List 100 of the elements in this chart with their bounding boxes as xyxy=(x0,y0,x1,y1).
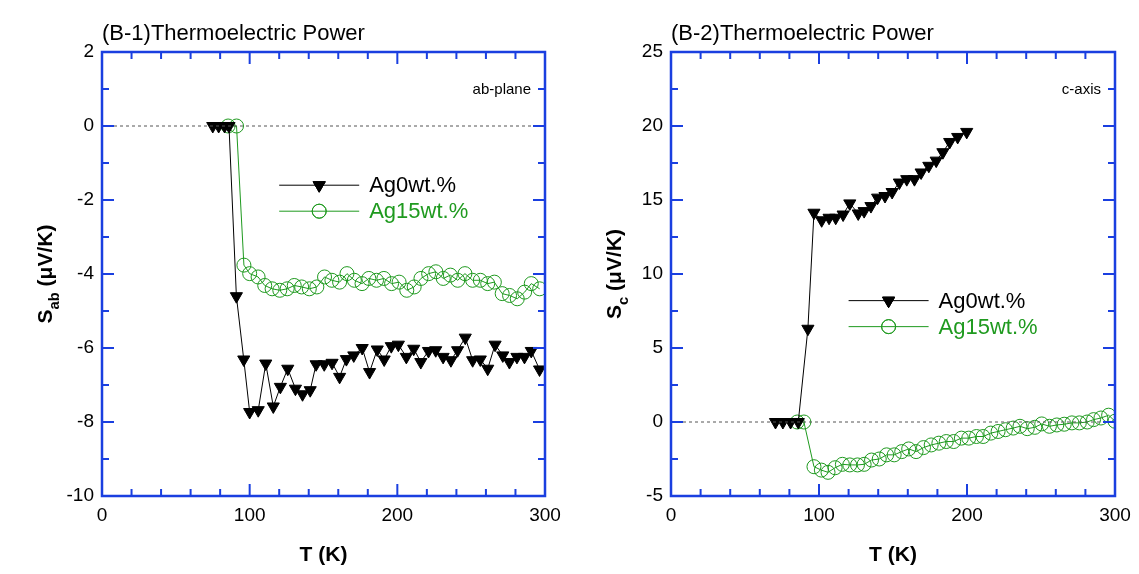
point xyxy=(281,364,295,377)
point xyxy=(1019,421,1035,437)
point xyxy=(894,444,910,460)
point xyxy=(399,282,415,298)
point xyxy=(333,372,347,385)
point xyxy=(354,276,370,292)
point xyxy=(1101,407,1115,423)
point xyxy=(943,137,957,150)
point xyxy=(257,277,273,293)
point xyxy=(901,441,917,457)
point xyxy=(251,406,265,418)
point xyxy=(820,464,836,480)
point xyxy=(237,355,251,367)
legend-label: Ag15wt.% xyxy=(938,313,1038,339)
point xyxy=(242,266,258,282)
point xyxy=(843,199,857,211)
y-axis-title: Sab (μV/K) xyxy=(33,224,63,324)
point xyxy=(1079,414,1095,430)
annotation: c-axis xyxy=(1061,79,1101,97)
point xyxy=(324,272,340,288)
point xyxy=(517,352,532,365)
point xyxy=(451,346,465,358)
point xyxy=(295,390,310,402)
point xyxy=(864,452,880,468)
point xyxy=(355,344,369,356)
legend-label: Ag0wt.% xyxy=(938,287,1026,313)
point xyxy=(346,272,362,288)
point xyxy=(250,269,266,285)
annotation: ab-plane xyxy=(472,79,531,97)
point xyxy=(413,270,429,286)
point xyxy=(301,281,317,297)
point xyxy=(1034,416,1050,432)
point xyxy=(961,430,977,446)
point xyxy=(384,276,400,292)
point xyxy=(406,279,422,295)
point xyxy=(806,459,822,475)
y-tick-label: -4 xyxy=(77,262,95,284)
point xyxy=(983,425,999,441)
y-tick-label: 15 xyxy=(641,188,663,210)
point xyxy=(436,352,450,365)
point xyxy=(871,451,887,467)
point xyxy=(347,351,361,363)
point xyxy=(399,352,413,365)
point xyxy=(523,276,539,292)
point xyxy=(494,286,510,302)
point xyxy=(376,270,392,286)
point xyxy=(377,355,391,367)
y-tick-label: 2 xyxy=(83,40,94,62)
point xyxy=(813,462,829,478)
point xyxy=(849,457,865,473)
point xyxy=(486,274,502,290)
point xyxy=(229,292,243,304)
y-axis-title: Sc (μV/K) xyxy=(602,229,632,319)
point xyxy=(1086,412,1102,428)
y-tick-label: 25 xyxy=(641,40,663,62)
point xyxy=(938,434,954,450)
point xyxy=(332,274,348,290)
point xyxy=(1064,415,1080,431)
x-tick-label: 300 xyxy=(1099,503,1131,525)
point xyxy=(339,266,355,282)
y-tick-label: 0 xyxy=(83,114,94,136)
x-tick-label: 200 xyxy=(951,503,983,525)
y-tick-label: 20 xyxy=(641,114,663,136)
point xyxy=(259,359,273,372)
point xyxy=(801,324,815,337)
point xyxy=(1027,419,1043,435)
y-tick-label: 10 xyxy=(641,262,663,284)
point xyxy=(286,277,302,293)
point xyxy=(1093,410,1109,426)
point xyxy=(975,429,991,444)
point xyxy=(953,430,969,446)
point xyxy=(442,267,458,283)
point xyxy=(502,358,516,370)
point xyxy=(997,422,1013,438)
point xyxy=(1049,417,1065,433)
point xyxy=(317,269,333,285)
point xyxy=(502,287,518,303)
point xyxy=(807,208,821,221)
point xyxy=(796,414,812,430)
point xyxy=(1012,418,1028,434)
point xyxy=(922,161,936,174)
point xyxy=(864,202,878,214)
point xyxy=(517,284,533,300)
x-axis-title: T (K) xyxy=(869,542,917,565)
point xyxy=(472,272,488,288)
point xyxy=(444,356,458,368)
point xyxy=(414,358,428,370)
point xyxy=(361,270,377,286)
point xyxy=(288,384,303,397)
point xyxy=(509,291,525,307)
y-tick-label: -6 xyxy=(77,336,94,358)
x-axis-title: T (K) xyxy=(299,542,348,565)
point xyxy=(391,274,407,290)
point xyxy=(524,346,538,359)
y-tick-label: -2 xyxy=(77,188,94,210)
point xyxy=(1041,418,1057,434)
point xyxy=(1071,415,1087,431)
point xyxy=(243,408,257,420)
point xyxy=(370,345,384,357)
point xyxy=(929,156,943,169)
